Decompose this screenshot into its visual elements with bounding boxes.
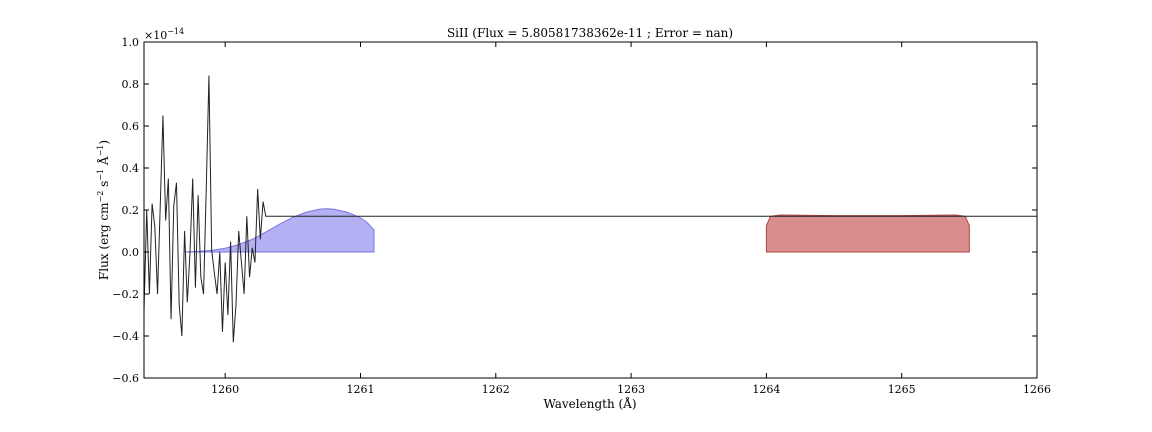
x-axis-label: Wavelength (Å) (543, 396, 636, 411)
axis-ticks: 1260 1261 1262 1263 1264 1265 1266 −0.6 −0.4 −0.2… (112, 36, 1051, 396)
y-tick-label: −0.2 (112, 288, 139, 301)
y-tick-label: −0.4 (112, 330, 139, 343)
red-filled-region (765, 214, 970, 253)
y-tick-label: 0.8 (122, 78, 140, 91)
x-tick-label: 1264 (752, 383, 780, 396)
x-tick-label: 1262 (482, 383, 510, 396)
x-tick-label: 1263 (617, 383, 645, 396)
y-tick-label: 0.6 (122, 120, 140, 133)
chart-title: SiII (Flux = 5.80581738362e-11 ; Error =… (447, 26, 733, 40)
x-tick-label: 1265 (888, 383, 916, 396)
x-tick-label: 1260 (211, 383, 239, 396)
y-axis-label: Flux (erg cm−2 s−1 Å−1) (96, 140, 111, 280)
y-tick-label: −0.6 (112, 372, 139, 385)
y-tick-label: 1.0 (122, 36, 140, 49)
spectrum-line (144, 75, 1037, 343)
y-tick-label: 0.2 (122, 204, 140, 217)
blue-filled-profile (184, 208, 375, 253)
y-tick-label: 0.0 (122, 246, 140, 259)
x-tick-label: 1261 (346, 383, 374, 396)
x-tick-label: 1266 (1023, 383, 1051, 396)
y-tick-label: 0.4 (122, 162, 140, 175)
plot-area (144, 75, 1037, 343)
y-axis-offset-text: ×10−14 (144, 27, 184, 42)
